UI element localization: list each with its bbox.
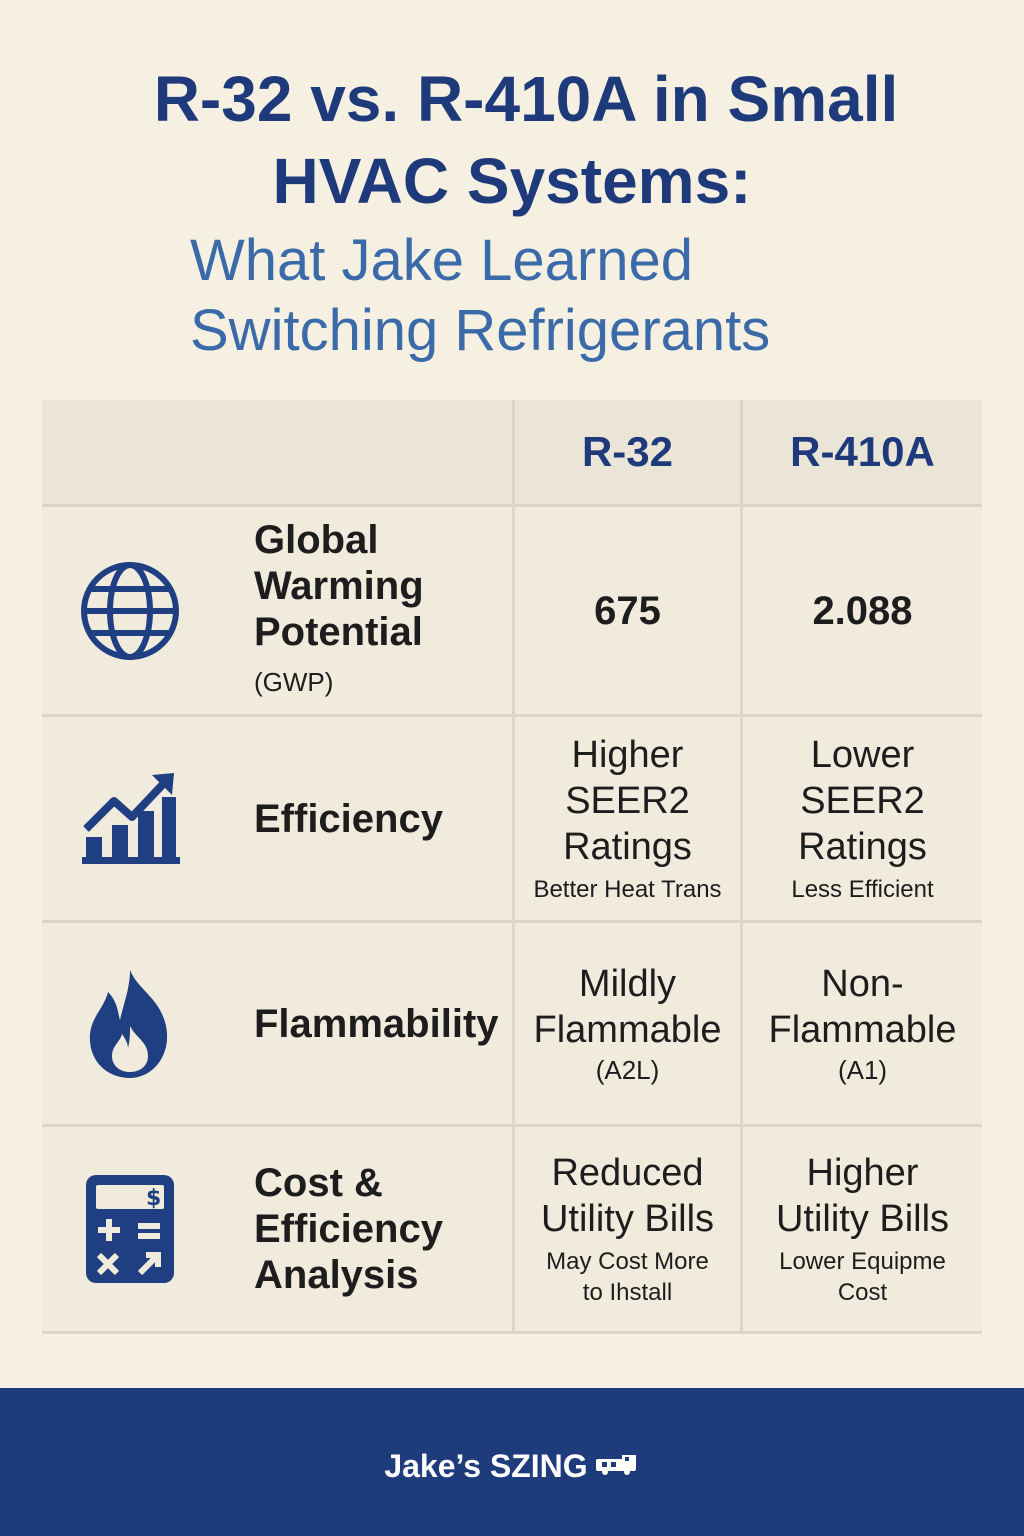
r410a-cell: Non- Flammable (A1) bbox=[740, 923, 982, 1124]
subtitle-line-2: Switching Refrigerants bbox=[190, 298, 771, 363]
header-cell-r32: R-32 bbox=[512, 400, 740, 504]
r410a-note: Lower Equipme Cost bbox=[779, 1246, 946, 1308]
r32-main: Reduced Utility Bills bbox=[541, 1150, 714, 1242]
globe-icon bbox=[74, 555, 186, 667]
row-label-cell: Flammability bbox=[42, 923, 512, 1124]
r32-main: Higher SEER2 Ratings bbox=[563, 732, 692, 870]
r410a-note: Less Efficient bbox=[791, 874, 933, 905]
label-line: Efficiency bbox=[254, 796, 443, 841]
value-line: Non- bbox=[821, 963, 904, 1005]
subtitle-line-1: What Jake Learned bbox=[190, 228, 693, 293]
calculator-icon: $ bbox=[74, 1173, 186, 1285]
table-header-row: R-32 R-410A bbox=[42, 400, 982, 504]
row-label: Efficiency bbox=[254, 796, 443, 842]
title-line-1: R-32 vs. R-410A in Small bbox=[153, 63, 899, 135]
r32-value: 675 bbox=[594, 588, 661, 633]
note-line: Better Heat Trans bbox=[533, 876, 722, 903]
r410a-main: Lower SEER2 Ratings bbox=[798, 732, 927, 870]
table-row-cost: $ Cost & Efficiency Analysis Reduced Uti… bbox=[42, 1124, 982, 1334]
svg-text:$: $ bbox=[146, 1186, 161, 1211]
r410a-main: Non- Flammable bbox=[769, 961, 957, 1053]
r32-note: May Cost More to Ihstall bbox=[546, 1246, 709, 1308]
note-line: Lower Equipme bbox=[779, 1248, 946, 1275]
label-line: Efficiency bbox=[254, 1207, 443, 1251]
value-line: Lower bbox=[810, 734, 915, 776]
value-line: Mildly bbox=[578, 963, 677, 1005]
note-line: (A1) bbox=[837, 1055, 888, 1085]
value-line: SEER2 bbox=[800, 780, 925, 822]
brand-name: Jake’s SZING bbox=[384, 1447, 588, 1484]
table-row-gwp: Global Warming Potential (GWP) 675 2.088 bbox=[42, 504, 982, 714]
row-label: Cost & Efficiency Analysis bbox=[254, 1160, 443, 1298]
row-label-cell: $ Cost & Efficiency Analysis bbox=[42, 1127, 512, 1331]
value-line: Ratings bbox=[798, 826, 927, 868]
value-line: Flammable bbox=[533, 1009, 722, 1051]
value-line: Ratings bbox=[563, 826, 692, 868]
van-logo-icon bbox=[594, 1448, 640, 1485]
label-line: Cost & bbox=[254, 1161, 383, 1205]
note-line: Less Efficient bbox=[791, 876, 934, 903]
header-cell-r410a: R-410A bbox=[740, 400, 982, 504]
value-line: Utility Bills bbox=[775, 1198, 950, 1240]
label-line: Flammability bbox=[254, 1001, 499, 1046]
value-line: Higher bbox=[806, 1152, 919, 1194]
label-line: Warming bbox=[254, 563, 424, 608]
footer-bar: Jake’s SZING bbox=[0, 1388, 1024, 1536]
page-title: R-32 vs. R-410A in Small HVAC Systems: bbox=[0, 58, 1024, 222]
note-line: to Ihstall bbox=[582, 1279, 673, 1306]
comparison-table: R-32 R-410A Global Warming Potential (GW… bbox=[42, 400, 982, 1334]
value-line: SEER2 bbox=[565, 780, 690, 822]
note-line: May Cost More bbox=[546, 1248, 709, 1275]
r32-cell: Reduced Utility Bills May Cost More to I… bbox=[512, 1127, 740, 1331]
r410a-cell: Higher Utility Bills Lower Equipme Cost bbox=[740, 1127, 982, 1331]
note-line: (A2L) bbox=[595, 1055, 660, 1085]
label-line: Global bbox=[254, 517, 379, 562]
r410a-main: Higher Utility Bills bbox=[776, 1150, 949, 1242]
brand-logo: Jake’s SZING bbox=[384, 1448, 639, 1485]
flame-icon bbox=[74, 968, 186, 1080]
r32-cell: Higher SEER2 Ratings Better Heat Trans bbox=[512, 717, 740, 920]
r410a-note: (A1) bbox=[838, 1055, 887, 1086]
value-line: Higher bbox=[571, 734, 684, 776]
row-label-cell: Efficiency bbox=[42, 717, 512, 920]
row-label-cell: Global Warming Potential (GWP) bbox=[42, 507, 512, 714]
row-label: Flammability bbox=[254, 1001, 499, 1047]
r32-cell: 675 bbox=[512, 507, 740, 714]
label-line: Potential bbox=[254, 609, 423, 654]
value-line: Utility Bills bbox=[540, 1198, 715, 1240]
label-suffix: (GWP) bbox=[254, 666, 334, 697]
value-line: Flammable bbox=[768, 1009, 957, 1051]
r32-main: Mildly Flammable bbox=[534, 961, 722, 1053]
label-line: Analysis bbox=[254, 1253, 419, 1297]
growth-chart-icon bbox=[74, 763, 186, 875]
r32-note: Better Heat Trans bbox=[533, 874, 721, 905]
table-row-flammability: Flammability Mildly Flammable (A2L) Non-… bbox=[42, 920, 982, 1124]
r32-cell: Mildly Flammable (A2L) bbox=[512, 923, 740, 1124]
row-label: Global Warming Potential (GWP) bbox=[254, 517, 512, 705]
table-row-efficiency: Efficiency Higher SEER2 Ratings Better H… bbox=[42, 714, 982, 920]
note-line: Cost bbox=[837, 1279, 888, 1306]
header-cell-empty bbox=[42, 400, 512, 504]
label-line-with-suffix: Potential (GWP) bbox=[254, 609, 512, 705]
page-subtitle: What Jake Learned Switching Refrigerants bbox=[190, 226, 770, 366]
r410a-cell: Lower SEER2 Ratings Less Efficient bbox=[740, 717, 982, 920]
r410a-cell: 2.088 bbox=[740, 507, 982, 714]
title-line-2: HVAC Systems: bbox=[272, 145, 752, 217]
value-line: Reduced bbox=[551, 1152, 704, 1194]
r32-note: (A2L) bbox=[596, 1055, 660, 1086]
r410a-value: 2.088 bbox=[812, 588, 913, 633]
